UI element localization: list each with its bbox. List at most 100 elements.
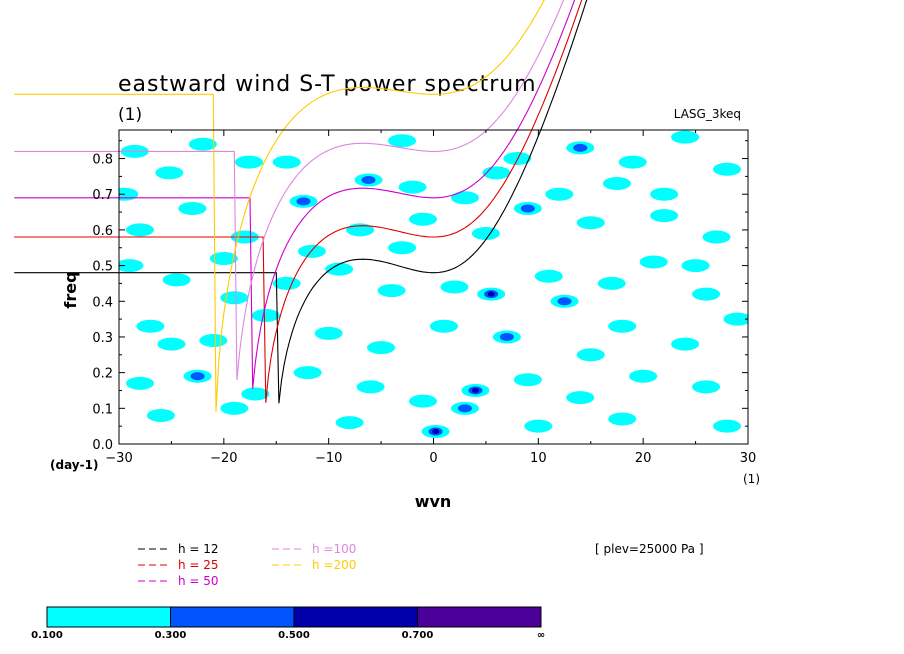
contour-cell — [220, 291, 249, 305]
dispersion-curve — [14, 0, 545, 412]
x-tick-label: 30 — [740, 451, 757, 466]
colorbar-swatch — [170, 606, 295, 628]
contour-cell — [487, 291, 495, 297]
dataset-label: LASG_3keq — [674, 107, 741, 121]
x-tick-label: −30 — [105, 451, 132, 466]
colorbar-label: 0.500 — [278, 630, 310, 641]
contour-cell — [190, 372, 205, 381]
contour-cell — [576, 348, 605, 362]
contour-cell — [608, 412, 637, 426]
contour-cell — [241, 387, 270, 401]
contour-cell — [671, 130, 700, 144]
colorbar-label: 0.300 — [155, 630, 187, 641]
contour-cell — [671, 337, 700, 351]
contour-cell — [545, 187, 574, 201]
contour-cell — [314, 326, 343, 340]
contour-cell — [188, 137, 217, 151]
contour-cell — [597, 276, 626, 290]
x-tick-label: 0 — [429, 451, 437, 466]
contour-cell — [457, 404, 472, 413]
y-tick-label: 0.8 — [92, 153, 113, 168]
contour-cell — [220, 401, 249, 415]
chart-subtitle: (1) — [118, 105, 142, 125]
y-tick-label: 0.0 — [92, 438, 113, 453]
contour-cell — [388, 241, 417, 255]
contour-cell — [471, 226, 500, 240]
contour-cell — [119, 259, 144, 273]
chart-title: eastward wind S-T power spectrum — [118, 72, 537, 97]
contour-cell — [629, 369, 658, 383]
colorbar-swatch — [293, 606, 418, 628]
contour-cell — [471, 387, 479, 393]
y-tick-label: 0.7 — [92, 188, 113, 203]
contour-cell — [199, 334, 228, 348]
contour-cell — [499, 332, 514, 341]
contour-cell — [520, 204, 535, 213]
contour-cell — [566, 391, 595, 405]
legend-label: h =200 — [312, 558, 356, 572]
y-axis: 0.0 0.1 0.2 0.3 0.4 0.5 0.6 0.7 0.8 — [92, 140, 748, 453]
contour-cell — [157, 337, 186, 351]
y-tick-label: 0.1 — [92, 402, 113, 417]
contour-cell — [234, 155, 263, 169]
legend-label: h =100 — [312, 542, 356, 556]
contour-cell — [388, 134, 417, 148]
x-axis: −30 −20 −10 0 10 20 30 — [105, 130, 756, 466]
contour-cell — [692, 380, 721, 394]
dispersion-curve — [14, 0, 588, 404]
y-axis-label: freq — [61, 271, 80, 308]
contour-cell — [618, 155, 647, 169]
contour-cell — [272, 155, 301, 169]
x-tick-label: 20 — [635, 451, 652, 466]
contour-cell — [713, 162, 742, 176]
legend-label: h = 12 — [178, 542, 219, 556]
contour-cell — [162, 273, 191, 287]
contour-cell — [702, 230, 731, 244]
legend: h = 12 h = 25 h = 50 h =100 h =200 — [138, 542, 356, 588]
contour-cell — [608, 319, 637, 333]
contour-cell — [513, 373, 542, 387]
contour-cell — [209, 251, 238, 265]
y-axis-unit: (day-1) — [50, 458, 98, 472]
x-tick-label: −10 — [315, 451, 342, 466]
legend-label: h = 50 — [178, 574, 219, 588]
y-tick-label: 0.3 — [92, 331, 113, 346]
contour-cell — [178, 202, 207, 215]
contour-cell — [155, 166, 184, 180]
colorbar: 0.100 0.300 0.500 0.700 ∞ — [31, 606, 545, 641]
contour-cell — [125, 223, 154, 237]
level-annotation: [ plev=25000 Pa ] — [595, 542, 704, 556]
contour-cell — [398, 180, 427, 194]
x-axis-label: wvn — [415, 492, 452, 511]
contour-cell — [297, 244, 326, 258]
contour-cell — [639, 255, 668, 269]
contour-cell — [692, 287, 721, 301]
dispersion-curve — [14, 0, 576, 389]
contour-cell — [136, 319, 165, 333]
contour-cell — [534, 269, 563, 283]
contour-cell — [650, 209, 679, 223]
contour-cell — [713, 419, 742, 433]
colorbar-label: ∞ — [537, 630, 545, 641]
y-tick-label: 0.5 — [92, 260, 113, 275]
contour-cell — [377, 284, 406, 298]
contour-cell — [429, 319, 458, 333]
contour-cell — [361, 175, 376, 184]
contour-cell — [650, 187, 679, 201]
contour-cell — [573, 143, 588, 152]
legend-label: h = 25 — [178, 558, 219, 572]
contour-cell — [723, 312, 748, 326]
contour-cell — [325, 262, 354, 276]
contour-cell — [440, 280, 469, 294]
y-tick-label: 0.2 — [92, 367, 113, 382]
contour-cell — [524, 419, 553, 433]
contour-cell — [432, 429, 440, 435]
colorbar-label: 0.700 — [402, 630, 434, 641]
x-tick-label: 10 — [530, 451, 547, 466]
dispersion-curve — [14, 0, 583, 403]
contour-cell — [576, 216, 605, 230]
contour-cell — [602, 177, 631, 191]
colorbar-label: 0.100 — [31, 630, 63, 641]
x-axis-unit: (1) — [743, 472, 760, 486]
